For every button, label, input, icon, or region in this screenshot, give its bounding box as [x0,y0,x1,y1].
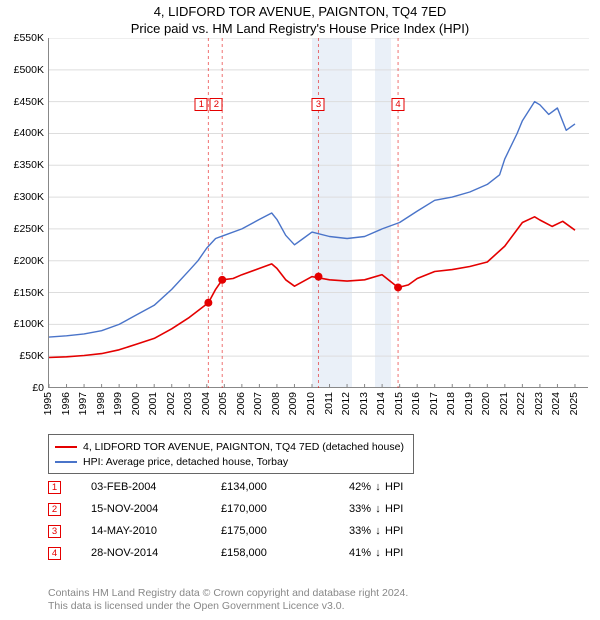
x-tick-label: 2009 [287,392,299,415]
x-tick-label: 2012 [340,392,352,415]
y-tick-label: £50K [19,350,44,362]
sale-price: £134,000 [221,481,321,493]
x-tick-label: 2015 [393,392,405,415]
sale-date: 14-MAY-2010 [91,525,221,537]
down-arrow-icon: ↓ [371,481,385,493]
sale-marker: 4 [392,98,405,111]
x-tick-label: 2016 [410,392,422,415]
sale-hpi-label: HPI [385,503,415,515]
x-tick-label: 2013 [358,392,370,415]
y-tick-label: £300K [14,191,44,203]
sales-row: 3 14-MAY-2010£175,00033%↓HPI [48,520,415,542]
y-tick-label: £400K [14,127,44,139]
legend-label: 4, LIDFORD TOR AVENUE, PAIGNTON, TQ4 7ED… [83,441,404,453]
y-tick-label: £150K [14,287,44,299]
legend-swatch [55,446,77,448]
x-tick-label: 2019 [463,392,475,415]
sales-row: 2 15-NOV-2004£170,00033%↓HPI [48,498,415,520]
x-tick-label: 1998 [95,392,107,415]
sale-pct: 33% [321,525,371,537]
sale-date: 15-NOV-2004 [91,503,221,515]
sales-table: 103-FEB-2004£134,00042%↓HPI215-NOV-2004£… [48,476,415,564]
sale-number-box: 2 [48,503,61,516]
x-tick-label: 2006 [235,392,247,415]
title-line-1: 4, LIDFORD TOR AVENUE, PAIGNTON, TQ4 7ED [0,0,600,21]
x-tick-label: 2007 [252,392,264,415]
legend-item: 4, LIDFORD TOR AVENUE, PAIGNTON, TQ4 7ED… [55,439,407,454]
x-tick-label: 2010 [305,392,317,415]
x-tick-label: 1996 [60,392,72,415]
x-tick-label: 2018 [445,392,457,415]
chart-area: £0£50K£100K£150K£200K£250K£300K£350K£400… [0,38,600,428]
x-tick-label: 2023 [533,392,545,415]
x-tick-label: 2000 [130,392,142,415]
y-tick-label: £200K [14,255,44,267]
legend-item: HPI: Average price, detached house, Torb… [55,454,407,469]
attribution: Contains HM Land Registry data © Crown c… [48,587,588,614]
x-tick-label: 2005 [217,392,229,415]
x-tick-label: 2022 [515,392,527,415]
sale-pct: 42% [321,481,371,493]
x-tick-label: 1997 [77,392,89,415]
sale-date: 03-FEB-2004 [91,481,221,493]
x-tick-label: 2008 [270,392,282,415]
legend: 4, LIDFORD TOR AVENUE, PAIGNTON, TQ4 7ED… [48,434,414,474]
sale-number-box: 4 [48,547,61,560]
x-tick-label: 2020 [480,392,492,415]
y-axis: £0£50K£100K£150K£200K£250K£300K£350K£400… [0,38,48,388]
sale-price: £158,000 [221,547,321,559]
y-tick-label: £350K [14,159,44,171]
sale-pct: 41% [321,547,371,559]
legend-label: HPI: Average price, detached house, Torb… [83,456,288,468]
sale-number-box: 1 [48,481,61,494]
y-tick-label: £450K [14,96,44,108]
down-arrow-icon: ↓ [371,525,385,537]
y-tick-label: £550K [14,32,44,44]
x-tick-label: 1999 [112,392,124,415]
sale-marker: 1 [195,98,208,111]
title-line-2: Price paid vs. HM Land Registry's House … [0,21,600,38]
sale-hpi-label: HPI [385,481,415,493]
x-tick-label: 2011 [323,392,335,415]
x-tick-label: 2003 [182,392,194,415]
x-tick-label: 2014 [375,392,387,415]
sale-price: £175,000 [221,525,321,537]
sale-number-box: 3 [48,525,61,538]
sale-marker: 2 [210,98,223,111]
x-axis: 1995199619971998199920002001200220032004… [48,388,588,428]
x-tick-label: 2021 [498,392,510,415]
legend-swatch [55,461,77,463]
x-tick-label: 1995 [42,392,54,415]
down-arrow-icon: ↓ [371,547,385,559]
sale-marker: 3 [312,98,325,111]
sale-date: 28-NOV-2014 [91,547,221,559]
sales-row: 4 28-NOV-2014£158,00041%↓HPI [48,542,415,564]
x-tick-label: 2001 [147,392,159,415]
chart-svg [49,38,589,388]
attribution-line-2: This data is licensed under the Open Gov… [48,600,588,614]
y-tick-label: £100K [14,318,44,330]
sale-pct: 33% [321,503,371,515]
x-tick-label: 2004 [200,392,212,415]
x-tick-label: 2025 [568,392,580,415]
sale-price: £170,000 [221,503,321,515]
y-tick-label: £500K [14,64,44,76]
sale-hpi-label: HPI [385,547,415,559]
plot-area: 12 3 4 [48,38,588,388]
x-tick-label: 2002 [165,392,177,415]
sales-row: 1 03-FEB-2004£134,00042%↓HPI [48,476,415,498]
x-tick-label: 2024 [550,392,562,415]
attribution-line-1: Contains HM Land Registry data © Crown c… [48,587,588,601]
y-tick-label: £250K [14,223,44,235]
sale-hpi-label: HPI [385,525,415,537]
down-arrow-icon: ↓ [371,503,385,515]
x-tick-label: 2017 [428,392,440,415]
